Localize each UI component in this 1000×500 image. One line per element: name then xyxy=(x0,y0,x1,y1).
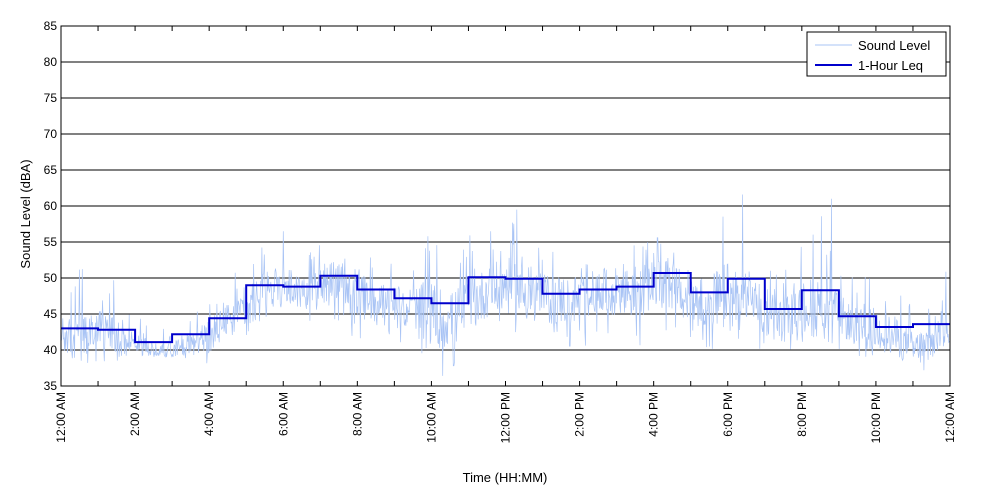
plot-area xyxy=(60,194,951,376)
y-tick-label: 35 xyxy=(44,379,58,393)
y-axis-label: Sound Level (dBA) xyxy=(18,159,33,268)
y-tick-label: 55 xyxy=(44,235,58,249)
y-tick-label: 80 xyxy=(44,55,58,69)
axes: 35 40 45 50 55 60 65 70 75 80 85 12:00 AM 2:00 AM 4:0… xyxy=(44,19,957,443)
y-tick-label: 50 xyxy=(44,271,58,285)
y-tick-label: 45 xyxy=(44,307,58,321)
x-tick-label: 8:00 AM xyxy=(350,392,364,436)
x-tick-label: 12:00 PM xyxy=(499,392,513,443)
y-tick-label: 40 xyxy=(44,343,58,357)
x-axis-label: Time (HH:MM) xyxy=(463,470,548,485)
x-tick-label: 4:00 AM xyxy=(202,392,216,436)
x-tick-label: 6:00 AM xyxy=(276,392,290,436)
y-tick-label: 65 xyxy=(44,163,58,177)
x-tick-label: 6:00 PM xyxy=(721,392,735,437)
series-1-hour-leq-line xyxy=(61,272,950,344)
x-tick-label: 12:00 AM xyxy=(943,392,957,443)
x-tick-label: 2:00 PM xyxy=(573,392,587,437)
legend-box xyxy=(806,31,947,77)
x-tick-label: 4:00 PM xyxy=(647,392,661,437)
x-tick-label: 10:00 PM xyxy=(869,392,883,443)
legend-label-sound-level: Sound Level xyxy=(858,38,930,53)
y-tick-label: 75 xyxy=(44,91,58,105)
y-tick-label: 70 xyxy=(44,127,58,141)
x-tick-label: 10:00 AM xyxy=(424,392,438,443)
x-tick-label: 2:00 AM xyxy=(128,392,142,436)
y-tick-label: 85 xyxy=(44,19,58,33)
legend-label-1-hour-leq: 1-Hour Leq xyxy=(858,58,923,73)
legend: Sound Level 1-Hour Leq xyxy=(806,31,947,77)
x-tick-label: 12:00 AM xyxy=(54,392,68,443)
x-tick-label: 8:00 PM xyxy=(795,392,809,437)
y-tick-label: 60 xyxy=(44,199,58,213)
